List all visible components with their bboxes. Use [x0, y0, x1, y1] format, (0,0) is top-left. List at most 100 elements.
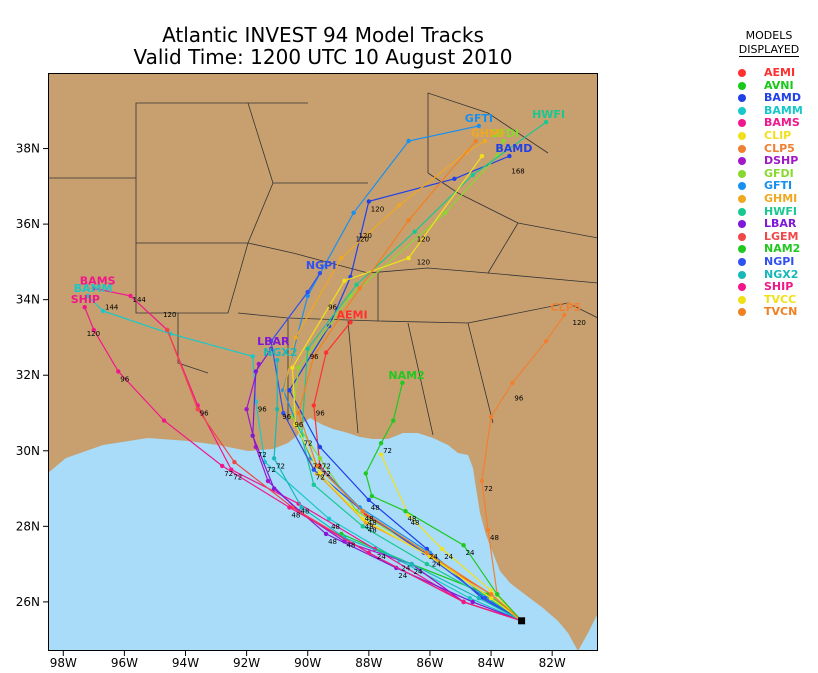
track-point-ship	[461, 599, 466, 605]
track-point-clip	[378, 452, 384, 457]
track-point-ngpi	[482, 595, 488, 601]
legend-dot-icon	[738, 144, 746, 153]
legend-item-ngx2[interactable]: NGX2	[738, 268, 812, 281]
legend-item-label: TVCN	[764, 305, 798, 319]
legend-dot-icon	[738, 81, 746, 90]
legend-item-tvcc[interactable]: TVCC	[738, 292, 812, 306]
legend-dot-icon	[738, 308, 746, 317]
legend-dot-icon	[738, 245, 746, 254]
track-point-ngpi	[281, 410, 286, 416]
forecast-hour-label: 48	[408, 515, 417, 523]
forecast-hour-label: 72	[383, 447, 392, 455]
track-point-tvcn	[473, 138, 478, 144]
track-point-hwfi	[424, 561, 430, 567]
legend-item-dshp[interactable]: DSHP	[738, 154, 812, 168]
y-tick-label: 38N	[16, 142, 40, 156]
legend-item-bamm[interactable]: BAMM	[738, 104, 812, 117]
track-point-nam2	[369, 493, 375, 499]
x-tick-label: 84W	[477, 656, 504, 670]
forecast-hour-label: 72	[224, 470, 233, 478]
track-point-aemi	[348, 320, 353, 325]
legend-item-gfti[interactable]: GFTI	[738, 179, 812, 193]
track-point-clp5	[543, 339, 549, 344]
track-point-ngpi	[305, 289, 310, 295]
legend-item-label: CLIP	[764, 129, 792, 142]
forecast-hour-label: 144	[105, 304, 119, 312]
track-label-ghmi: GHMI	[471, 127, 504, 140]
forecast-hour-label: 72	[484, 485, 493, 493]
y-tick-label: 32N	[16, 368, 40, 382]
track-point-lgem	[195, 407, 200, 412]
forecast-hour-label: 48	[365, 523, 374, 531]
forecast-hour-label: 120	[359, 232, 372, 240]
legend-item-clip[interactable]: CLIP	[738, 129, 812, 142]
legend-header-displayed: DISPLAYED	[728, 43, 810, 57]
forecast-hour-label: 120	[573, 319, 586, 327]
forecast-hour-label: 96	[310, 353, 319, 361]
legend-dot-icon	[738, 119, 746, 128]
legend-item-lgem[interactable]: LGEM	[738, 230, 812, 243]
track-point-tvcn	[406, 218, 411, 223]
legend-item-ghmi[interactable]: GHMI	[738, 192, 812, 205]
forecast-hour-label: 48	[331, 523, 340, 531]
legend-item-bamd[interactable]: BAMD	[738, 91, 812, 104]
track-point-bamd	[507, 153, 512, 159]
track-point-ngx2	[275, 357, 280, 363]
track-map: 48 72 96 24 48 120 168 24 48 72 96 144 24 48 72 96 144 12…	[48, 73, 598, 651]
forecast-hour-label: 96	[514, 394, 523, 402]
track-point-gfti	[351, 210, 356, 215]
legend-item-ship[interactable]: SHIP	[738, 280, 812, 294]
forecast-hour-label: 72	[267, 466, 276, 474]
legend-item-lbar[interactable]: LBAR	[738, 217, 812, 231]
track-point-hwfi	[543, 119, 549, 125]
track-point-ghmi	[293, 335, 298, 340]
track-point-tvcn	[424, 550, 430, 555]
forecast-hour-label: 96	[328, 304, 337, 312]
legend-item-avni[interactable]: AVNI	[738, 79, 812, 92]
legend-item-bams[interactable]: BAMS	[738, 116, 812, 129]
track-point-ngx2	[275, 407, 280, 412]
legend-dot-icon	[738, 220, 746, 229]
legend-item-label: SHIP	[764, 280, 794, 294]
forecast-hour-label: 24	[414, 568, 423, 576]
track-label-lbar: LBAR	[257, 335, 290, 348]
legend-item-aemi[interactable]: AEMI	[738, 66, 812, 79]
map-title-line2: Valid Time: 1200 UTC 10 August 2010	[133, 45, 513, 69]
legend-item-tvcn[interactable]: TVCN	[738, 305, 812, 319]
track-point-aemi	[311, 403, 316, 408]
legend-item-gfdi[interactable]: GFDI	[738, 167, 812, 180]
legend-item-ngpi[interactable]: NGPI	[738, 255, 812, 268]
track-point-nam2	[461, 543, 466, 548]
legend-item-clp5[interactable]: CLP5	[738, 142, 812, 155]
legend-dot-icon	[738, 182, 746, 191]
legend-item-label: TVCC	[764, 292, 797, 306]
legend-item-label: DSHP	[764, 154, 799, 168]
track-point-ghmi	[339, 255, 344, 261]
track-lbar	[252, 348, 522, 622]
forecast-hour-label: 72	[322, 462, 331, 470]
track-label-bamd: BAMD	[495, 142, 532, 155]
legend-item-label: LBAR	[764, 217, 797, 231]
track-point-hwfi	[470, 172, 475, 178]
track-label-ngpi: NGPI	[306, 259, 336, 272]
x-tick-label: 96W	[111, 656, 138, 670]
legend-item-label: AEMI	[764, 66, 796, 79]
legend-item-label: NAM2	[764, 242, 801, 256]
legend-item-label: GFTI	[764, 179, 793, 193]
forecast-hour-label: 72	[322, 470, 331, 478]
track-label-aemi: AEMI	[337, 308, 368, 321]
legend-item-nam2[interactable]: NAM2	[738, 242, 812, 256]
track-point-nam2	[495, 592, 500, 597]
legend-dot-icon	[738, 94, 746, 103]
track-tvcc	[291, 155, 522, 622]
forecast-hour-label: 96	[120, 375, 129, 383]
track-point-lgem	[165, 327, 170, 333]
legend-header-displayed-text: DISPLAYED	[738, 43, 800, 57]
x-tick-label: 92W	[233, 656, 260, 670]
track-point-tvcc	[342, 278, 347, 283]
track-point-lbar	[323, 531, 329, 537]
y-tick-label: 28N	[16, 519, 40, 533]
track-point-clp5	[479, 478, 485, 484]
legend-item-hwfi[interactable]: HWFI	[738, 205, 812, 218]
track-point-tvcn	[360, 509, 365, 514]
